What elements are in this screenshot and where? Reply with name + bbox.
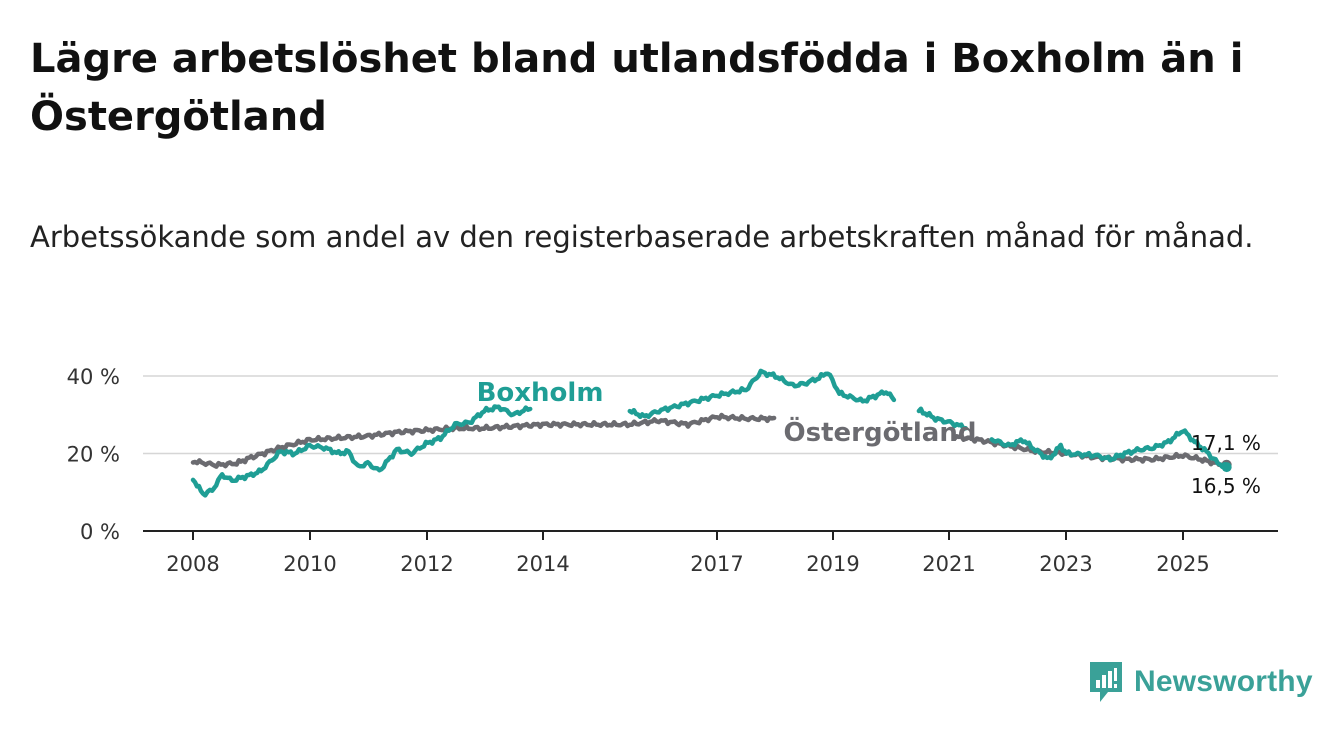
chart-title: Lägre arbetslöshet bland utlandsfödda i … [30,36,1244,140]
x-tick-label: 2017 [690,552,743,576]
x-tick-label: 2025 [1156,552,1209,576]
series-line-boxholm [989,428,1229,470]
chart-subtitle: Arbetssökande som andel av den registerb… [30,220,1254,254]
end-label-ostergotland: 17,1 % [1191,431,1261,455]
series-line-boxholm [916,406,968,432]
y-tick-label: 0 % [80,520,120,544]
end-label-boxholm: 16,5 % [1191,474,1261,498]
brand-name: Newsworthy [1134,665,1313,698]
newsworthy-brand[interactable]: Newsworthy [1088,660,1313,704]
x-tick-label: 2019 [806,552,859,576]
series-line-boxholm [627,368,897,420]
label-layer: Boxholm Östergötland 17,1 % 16,5 % [477,378,1261,498]
series-label-ostergotland: Östergötland [784,415,977,448]
line-chart: 0 % 20 % 40 % 2008 2010 2012 2014 2017 2019 2021 2… [67,365,1278,576]
y-tick-label: 40 % [67,365,120,389]
axis-layer: 0 % 20 % 40 % 2008 2010 2012 2014 2017 2019 2021 2… [67,365,1278,576]
newsworthy-logo-icon [1090,662,1122,702]
end-marker-boxholm [1221,462,1232,473]
x-tick-label: 2012 [400,552,453,576]
series-line-ostergotland [190,412,777,469]
y-tick-label: 20 % [67,443,120,467]
series-layer [190,368,1232,498]
x-tick-label: 2010 [283,552,336,576]
x-tick-label: 2014 [516,552,569,576]
x-tick-label: 2008 [166,552,219,576]
series-label-boxholm: Boxholm [477,378,604,408]
series-line-boxholm [190,404,533,498]
x-tick-label: 2023 [1039,552,1092,576]
x-tick-label: 2021 [922,552,975,576]
